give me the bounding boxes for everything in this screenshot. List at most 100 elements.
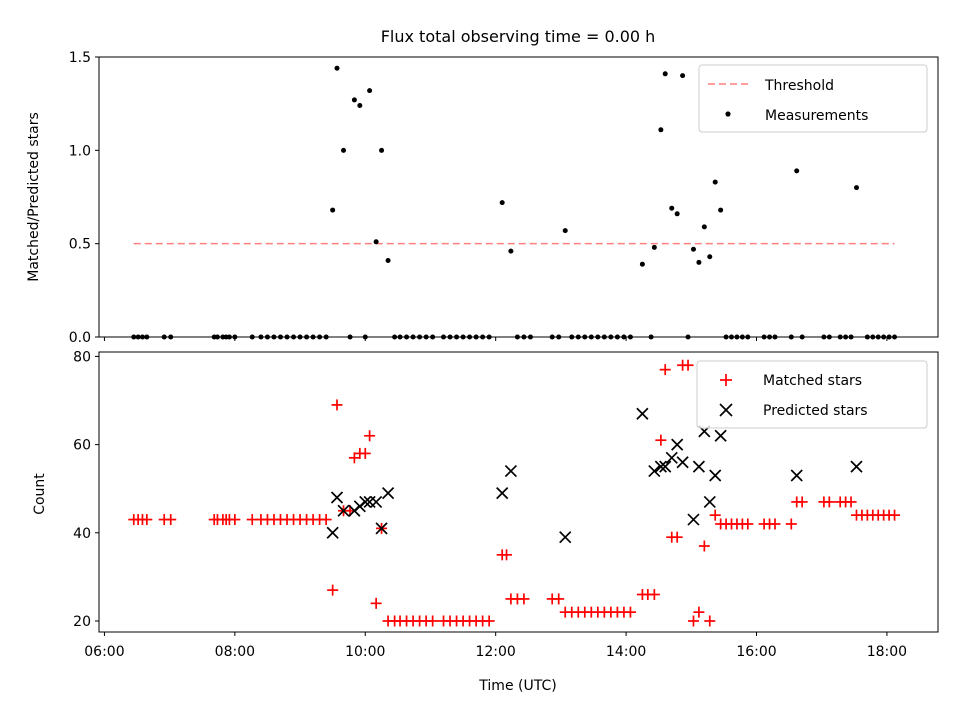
measurement-point [385, 257, 391, 263]
matched-star-point [823, 496, 835, 508]
matched-star-point [742, 518, 754, 530]
predicted-star-point [559, 531, 572, 544]
measurement-point [379, 147, 385, 153]
matched-star-point [331, 399, 343, 411]
predicted-star-point [330, 491, 344, 504]
x-tick-label: 16:00 [736, 644, 776, 660]
matched-star-point [655, 434, 667, 446]
top-y-axis-label: Matched/Predicted stars [26, 112, 42, 282]
top-legend-box [698, 64, 928, 133]
predicted-star-point [504, 464, 517, 478]
bottom-x-ticks: 06:00 08:00 10:00 12:00 14:00 16:00 18:00 [84, 632, 907, 660]
panel-top: 0.0 0.5 1.0 1.5 Matched/Predicted stars Thr… [26, 50, 939, 346]
bottom-legend-entry-predicted: Predicted stars [763, 403, 868, 419]
predicted-star-point [709, 469, 722, 482]
predicted-star-point [654, 460, 667, 473]
top-y-tick-label: 0.5 [69, 237, 91, 253]
measurement-point [669, 205, 675, 211]
measurement-point [562, 228, 568, 234]
matched-star-point [624, 606, 636, 618]
measurement-point [696, 259, 702, 265]
top-y-ticks: 0.0 0.5 1.0 1.5 [69, 50, 99, 346]
x-tick-label: 12:00 [475, 644, 515, 660]
measurement-point [334, 65, 340, 71]
matched-star-point [682, 359, 694, 371]
measurement-point [701, 224, 707, 230]
measurement-point [690, 246, 696, 252]
x-axis-label: Time (UTC) [478, 678, 556, 694]
predicted-star-point [714, 429, 727, 442]
matched-star-point [889, 509, 901, 521]
predicted-star-point [687, 513, 700, 526]
measurement-point [712, 179, 718, 185]
predicted-star-point [671, 438, 684, 451]
top-x-ticks [103, 337, 888, 341]
matched-star-point [659, 364, 671, 376]
bottom-plot-frame [98, 351, 939, 633]
measurement-point [330, 207, 336, 213]
top-legend: Threshold Measurements [698, 64, 928, 133]
predicted-star-point [665, 451, 678, 464]
measurement-point [351, 97, 357, 103]
bottom-legend: Matched stars Predicted stars [696, 360, 928, 429]
matched-star-point [501, 549, 513, 561]
predicted-star-point [381, 487, 395, 500]
measurement-point [651, 244, 657, 250]
predicted-star-point [790, 469, 803, 482]
predicted-legend-swatch [719, 403, 733, 417]
matched-star-point [483, 615, 495, 627]
x-tick-label: 08:00 [215, 644, 255, 660]
matched-star-point [553, 593, 565, 605]
bottom-y-tick-label: 40 [73, 526, 91, 542]
x-tick-label: 10:00 [345, 644, 385, 660]
matched-star-point [327, 584, 339, 596]
measurement-point [508, 248, 514, 254]
bottom-y-tick-label: 80 [73, 349, 91, 365]
measurement-point [718, 207, 724, 213]
matched-star-point [769, 518, 781, 530]
measurement-point [658, 127, 664, 133]
matched-star-point [165, 514, 177, 526]
matched-star-point [320, 514, 332, 526]
matched-star-point [518, 593, 530, 605]
bottom-y-ticks: 20 40 60 80 [73, 349, 99, 630]
predicted-star-point [659, 460, 672, 473]
measurement-point [853, 185, 859, 191]
predicted-star-point [326, 526, 339, 539]
top-legend-entry-measurements: Measurements [765, 108, 868, 124]
bottom-plot-data [128, 359, 901, 627]
top-legend-entry-threshold: Threshold [764, 78, 834, 94]
matched-star-point [141, 514, 153, 526]
bottom-y-tick-label: 20 [73, 614, 91, 630]
predicted-star-point [359, 495, 372, 509]
matched-legend-swatch [720, 374, 732, 386]
measurement-point [373, 239, 379, 245]
measurement-point [707, 254, 713, 260]
chart-title: Flux total observing time = 0.00 h [381, 27, 656, 46]
top-plot-frame [98, 56, 939, 338]
matched-star-point [845, 496, 857, 508]
x-tick-label: 14:00 [606, 644, 646, 660]
matched-star-point [693, 606, 705, 618]
predicted-star-point [850, 460, 863, 473]
predicted-star-point [337, 504, 350, 517]
x-tick-label: 18:00 [867, 644, 907, 660]
measurement-point [662, 71, 668, 77]
top-y-tick-label: 1.0 [69, 143, 91, 159]
measurement-point [357, 103, 363, 109]
x-tick-label: 06:00 [84, 644, 124, 660]
predicted-star-point [370, 495, 383, 509]
predicted-star-point [648, 464, 661, 478]
bottom-y-tick-label: 60 [73, 438, 91, 454]
matched-star-point [648, 589, 660, 601]
matched-star-point [427, 615, 439, 627]
predicted-star-point [692, 460, 706, 473]
matched-star-point [671, 531, 683, 543]
matched-star-point [364, 430, 376, 442]
measurement-point [680, 73, 686, 79]
measurement-point [367, 88, 373, 94]
bottom-legend-box [696, 360, 928, 429]
measurement-point [674, 211, 680, 217]
bottom-legend-entry-matched: Matched stars [763, 373, 862, 389]
matched-star-point [370, 597, 382, 609]
